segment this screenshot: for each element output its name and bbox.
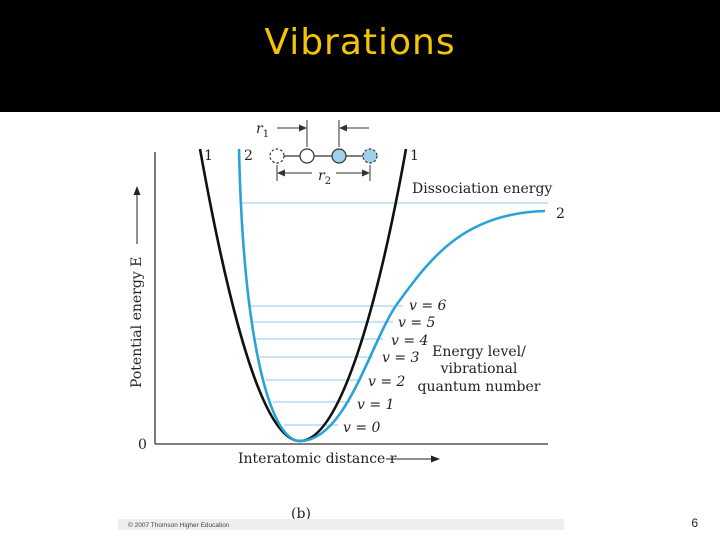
level-label-v2: v = 2 [368, 374, 406, 390]
potential-energy-diagram: Potential energy E Interatomic distance … [0, 112, 720, 540]
atom-dashed [269, 148, 285, 164]
atom-blue [331, 148, 347, 164]
r2-arrowhead-left [277, 169, 285, 177]
atom-open [299, 148, 315, 164]
r2-label: r2 [318, 168, 331, 187]
curve-1-label-left: 1 [204, 148, 213, 164]
curve-2-label-left: 2 [244, 148, 253, 164]
r1-arrowhead-left [299, 124, 307, 132]
y-axis-label: Potential energy E [129, 257, 145, 388]
slide-title: Vibrations [264, 22, 456, 63]
r1-label: r1 [256, 121, 269, 140]
energy-note-line-3: quantum number [418, 379, 541, 395]
level-label-v6: v = 6 [409, 298, 447, 314]
curve-1-label-right: 1 [410, 148, 419, 164]
panel-label: (b) [291, 506, 311, 522]
molecule-illustration: r1 r2 [256, 120, 378, 187]
dissociation-label: Dissociation energy [412, 181, 552, 197]
level-label-v3: v = 3 [382, 350, 420, 366]
atom-blue-dashed [362, 148, 378, 164]
vibrational-levels [248, 305, 403, 426]
x-axis-label: Interatomic distance r [238, 451, 397, 467]
energy-note-line-2: vibrational [440, 361, 518, 377]
origin-label: 0 [138, 437, 147, 453]
copyright-text: © 2007 Thomson Higher Education [128, 521, 230, 529]
y-axis-label-group: Potential energy E [129, 257, 145, 388]
r2-arrowhead-right [362, 169, 370, 177]
y-axis-arrowhead [133, 186, 141, 195]
curve-2-label-right: 2 [556, 206, 565, 222]
copyright-strip [118, 519, 564, 530]
level-label-v5: v = 5 [398, 315, 436, 331]
level-label-v4: v = 4 [391, 333, 428, 349]
x-axis-arrowhead [431, 455, 440, 463]
energy-note-line-1: Energy level/ [432, 344, 526, 360]
r1-arrowhead-right [339, 124, 347, 132]
curve-2-blue [237, 148, 546, 443]
title-band: Vibrations [0, 0, 720, 112]
page-number: 6 [691, 516, 698, 530]
level-label-v0: v = 0 [343, 420, 381, 436]
level-label-v1: v = 1 [357, 397, 394, 413]
